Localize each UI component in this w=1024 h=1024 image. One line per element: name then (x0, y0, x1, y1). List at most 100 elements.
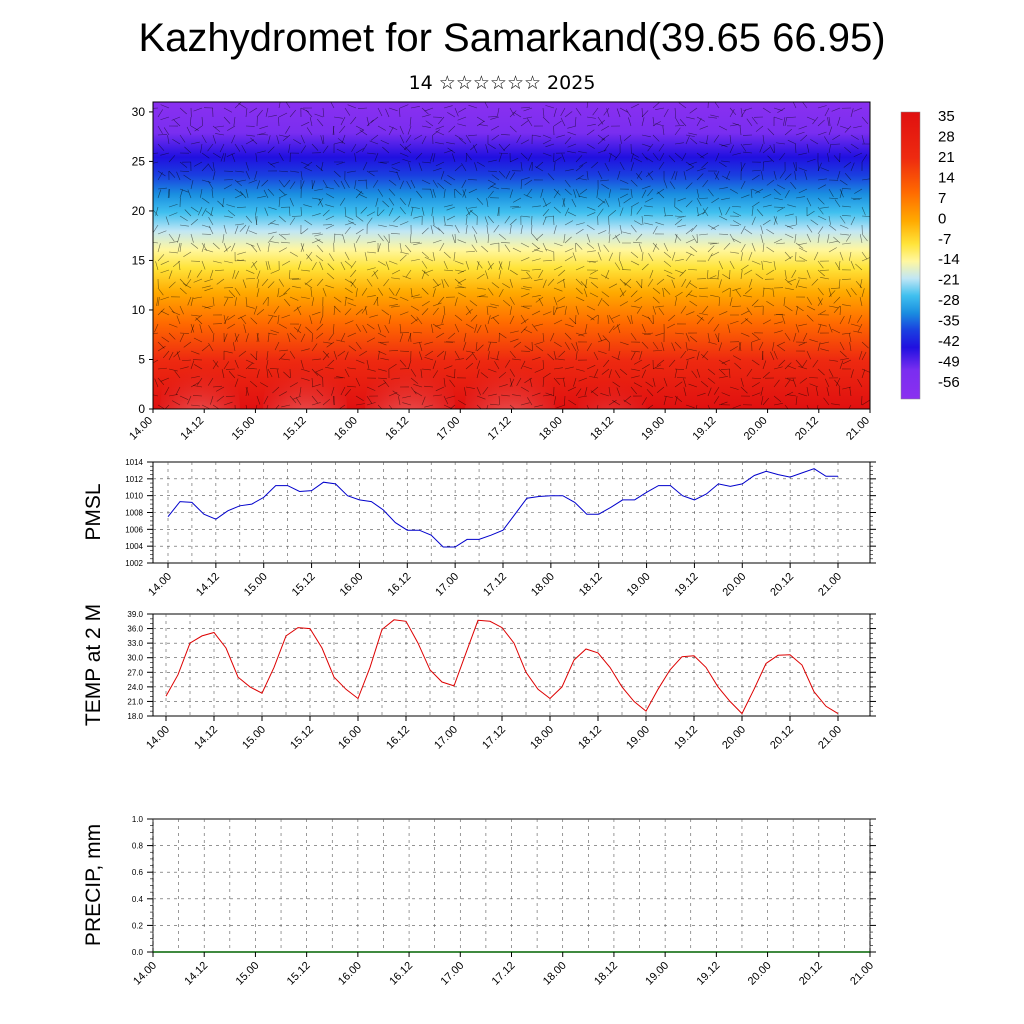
wind-barb (618, 198, 621, 208)
colorbar-label: -56 (938, 374, 960, 391)
wind-barb (443, 260, 448, 270)
wind-barb (740, 310, 750, 316)
wind-barb (761, 261, 764, 271)
wind-barb (421, 308, 429, 316)
wind-barb (853, 330, 863, 334)
wind-barb (504, 244, 511, 253)
wind-barb (399, 206, 406, 215)
wind-barb (509, 125, 517, 133)
wind-barb (344, 107, 351, 116)
wind-barb (340, 386, 346, 396)
colorbar-label: 7 (938, 190, 946, 207)
x-tick-label: 20.00 (720, 724, 748, 752)
wind-barb (212, 359, 219, 368)
wind-barb (762, 107, 771, 114)
wind-barb (278, 188, 286, 196)
wind-barb (817, 296, 823, 306)
wind-barb (853, 125, 863, 129)
wind-barb (523, 286, 533, 289)
wind-barb (688, 383, 698, 388)
wind-barb (421, 161, 431, 164)
colorbar-label: -42 (938, 333, 960, 350)
wind-barb (630, 290, 638, 298)
wind-barb (256, 242, 261, 252)
wind-barb (603, 359, 610, 368)
wind-barb (655, 367, 665, 370)
wind-barb (498, 332, 507, 339)
wind-barb (404, 244, 412, 253)
wind-barb (437, 296, 445, 305)
wind-barb (817, 342, 821, 352)
wind-barb (240, 316, 247, 325)
wind-barb (545, 248, 555, 253)
wind-barb (575, 314, 577, 324)
wind-barb (762, 371, 770, 379)
wind-barb (542, 378, 545, 388)
wind-barb (300, 333, 306, 343)
wind-barb (154, 323, 159, 333)
wind-barb (219, 143, 225, 153)
wind-barb (211, 189, 214, 199)
wind-barb (398, 396, 401, 406)
y-tick-label: 1010 (125, 492, 143, 501)
wind-barb (553, 367, 563, 370)
wind-barb (619, 287, 625, 297)
wind-barb (828, 126, 833, 136)
wind-barb (573, 189, 577, 199)
wind-barb (183, 341, 192, 348)
wind-barb (454, 164, 462, 172)
y-tick-label: 0.6 (132, 868, 144, 877)
wind-barb (828, 290, 836, 298)
wind-barb (384, 324, 390, 334)
wind-barb (535, 345, 544, 352)
wind-barb (421, 301, 430, 307)
wind-barb (827, 233, 830, 243)
wind-barb (256, 279, 260, 289)
wind-barb (663, 206, 666, 216)
wind-barb (578, 177, 588, 181)
wind-barb (462, 341, 467, 351)
wind-barb (491, 134, 500, 141)
wind-barb (834, 379, 841, 388)
wind-barb (809, 339, 819, 343)
wind-barb (619, 193, 629, 199)
wind-barb (688, 293, 698, 298)
wind-barb (405, 269, 412, 278)
wind-barb (690, 224, 698, 232)
wind-barb (432, 283, 442, 289)
wind-barb (690, 137, 698, 145)
wind-barb (336, 161, 346, 166)
wind-barb (674, 297, 678, 307)
wind-barb (831, 107, 841, 112)
wind-barb (270, 222, 280, 226)
wind-barb (652, 341, 659, 350)
x-tick-label: 14.12 (194, 571, 222, 599)
wind-barb (432, 302, 442, 307)
wind-barb (293, 305, 302, 312)
wind-barb (473, 234, 478, 244)
wind-barb (586, 242, 595, 249)
wind-barb (175, 386, 181, 396)
wind-barb (457, 107, 467, 113)
wind-barb (740, 180, 746, 190)
wind-barb (740, 252, 743, 262)
wind-barb (787, 224, 797, 228)
wind-barb (208, 181, 214, 190)
wind-barb (817, 184, 827, 190)
wind-barb (316, 244, 324, 253)
wind-barb (391, 305, 401, 308)
wind-barb (155, 206, 159, 216)
wind-barb (596, 404, 599, 409)
wind-barb (358, 107, 368, 110)
wind-barb (792, 102, 797, 109)
wind-barb (223, 116, 231, 124)
wind-barb (583, 288, 588, 298)
wind-barb (490, 116, 500, 120)
y-tick-label: 21.0 (127, 697, 143, 706)
wind-barb (861, 215, 870, 217)
wind-barb (164, 386, 170, 396)
wind-barb (766, 301, 775, 307)
wind-barb (538, 297, 544, 307)
wind-barb (238, 350, 247, 357)
wind-barb (410, 206, 420, 209)
